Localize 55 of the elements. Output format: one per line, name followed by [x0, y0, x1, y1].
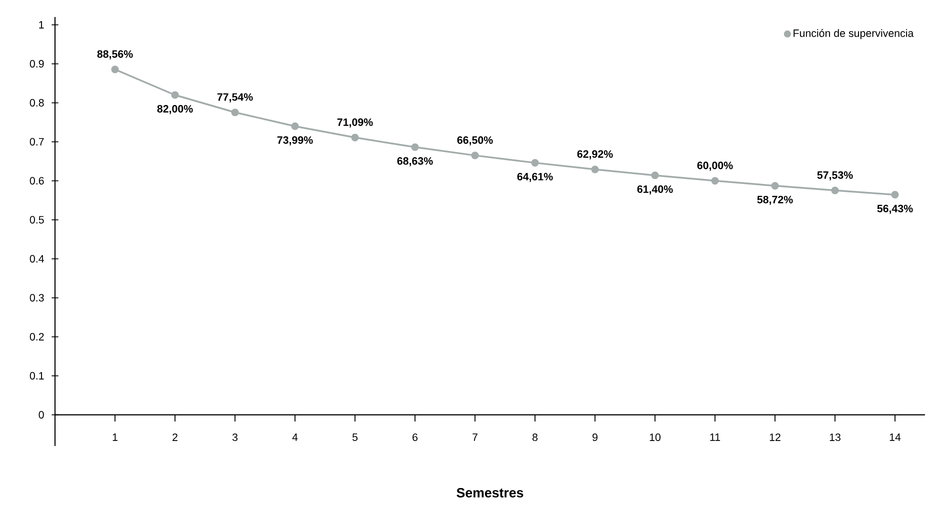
data-label: 71,09% [337, 118, 373, 128]
data-label: 62,92% [577, 150, 613, 160]
data-label: 56,43% [877, 204, 913, 214]
point [291, 122, 299, 130]
point [711, 176, 719, 185]
point [231, 108, 239, 116]
point [411, 143, 419, 151]
x-tick-label: 14 [890, 433, 901, 441]
y-tick-label: 0.6 [30, 177, 44, 185]
x-tick-label: 5 [352, 433, 358, 441]
point [591, 166, 599, 174]
x-tick-label: 2 [172, 434, 178, 441]
x-tick-label: 4 [292, 433, 298, 441]
point [891, 190, 899, 199]
x-tick-label: 6 [412, 434, 418, 442]
point [831, 186, 839, 194]
y-tick-label: 1 [39, 21, 44, 28]
x-tick-label: 3 [232, 434, 238, 442]
y-tick-label: 0.4 [30, 255, 44, 263]
y-tick-label: 0.5 [30, 216, 44, 224]
x-tick-label: 11 [710, 433, 720, 441]
point [471, 152, 479, 160]
x-tick-label: 13 [830, 434, 840, 442]
data-label: 58,72% [757, 196, 793, 205]
x-tick-label: 12 [770, 434, 780, 441]
x-tick-label: 7 [472, 433, 478, 441]
data-label: 68,63% [397, 157, 433, 166]
x-tick-label: 10 [650, 434, 661, 442]
y-tick-label: 0.2 [30, 333, 44, 341]
y-tick-label: 0.7 [30, 138, 44, 146]
y-tick-label: 0.3 [30, 294, 44, 302]
y-tick-label: 0.8 [30, 99, 44, 107]
point [171, 91, 179, 99]
data-label: 88,56% [97, 50, 133, 60]
point [111, 66, 119, 74]
data-label: 77,54% [217, 93, 253, 102]
data-label: 60,00% [697, 162, 733, 171]
x-tick-label: 9 [592, 434, 598, 442]
data-label: 61,40% [637, 185, 673, 194]
legend-label: Función de supervivencia [794, 29, 914, 40]
data-label: 57,53% [817, 171, 853, 180]
data-label: 73,99% [277, 136, 313, 146]
x-axis-title: Semestres [456, 488, 524, 498]
data-label: 66,50% [457, 136, 493, 146]
point [771, 182, 779, 190]
x-tick-label: 1 [112, 433, 118, 441]
point [651, 172, 659, 180]
y-tick-label: 0 [38, 411, 44, 419]
point [531, 159, 539, 167]
y-tick-label: 0.9 [30, 60, 44, 68]
point [351, 134, 359, 142]
x-tick-label: 8 [532, 434, 538, 442]
data-label: 82,00% [157, 105, 193, 114]
y-tick-label: 0.1 [30, 372, 44, 380]
data-label: 64,61% [517, 172, 553, 182]
